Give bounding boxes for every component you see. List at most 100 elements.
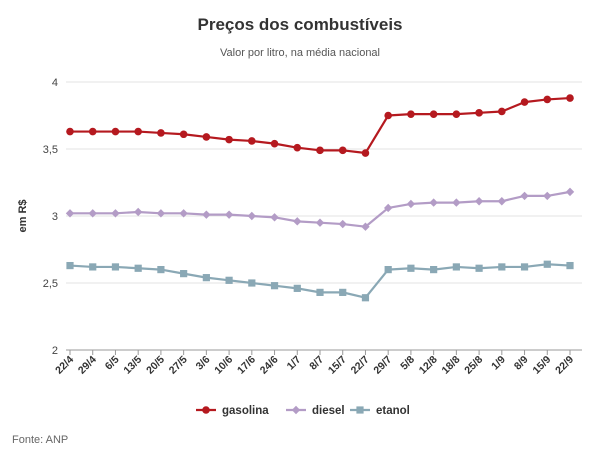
data-point-diesel	[565, 187, 575, 197]
data-point-gasolina	[407, 110, 415, 118]
x-tick-label: 8/7	[307, 354, 326, 373]
y-tick-label: 3	[52, 211, 58, 223]
data-point-diesel	[543, 191, 552, 201]
data-point-gasolina	[316, 146, 324, 155]
data-point-etanol	[543, 260, 551, 268]
data-point-gasolina	[134, 127, 142, 136]
data-point-etanol	[157, 266, 165, 274]
data-point-etanol	[520, 263, 529, 271]
x-tick-label: 15/9	[530, 354, 553, 377]
data-point-etanol	[475, 264, 483, 272]
series-gasolina	[66, 94, 574, 157]
y-axis-ticks: 2 2,5 3 3,5 4	[43, 77, 58, 357]
chart-title: Preços dos combustíveis	[197, 15, 402, 34]
y-tick-label: 2,5	[43, 278, 58, 290]
source-note: Fonte: ANP	[12, 434, 68, 446]
data-point-diesel	[429, 198, 438, 207]
data-point-diesel	[270, 213, 279, 222]
x-tick-label: 24/6	[258, 354, 281, 377]
data-point-etanol	[66, 261, 74, 270]
data-point-etanol	[111, 263, 120, 271]
data-point-gasolina	[157, 129, 165, 137]
legend-item-etanol: etanol	[350, 405, 410, 417]
x-tick-label: 22/7	[349, 354, 372, 377]
x-tick-label: 27/5	[167, 354, 190, 377]
data-point-diesel	[65, 209, 75, 218]
data-point-etanol	[566, 261, 574, 270]
data-point-diesel	[452, 198, 461, 207]
data-point-etanol	[89, 263, 97, 271]
data-point-gasolina	[566, 94, 574, 102]
series-line-gasolina	[70, 96, 571, 155]
data-point-gasolina	[338, 146, 347, 155]
data-point-diesel	[361, 222, 370, 231]
data-point-gasolina	[384, 111, 392, 120]
legend-item-gasolina: gasolina	[196, 405, 269, 417]
data-point-gasolina	[202, 133, 211, 141]
data-point-gasolina	[225, 135, 233, 144]
data-point-diesel	[520, 191, 529, 201]
legend-label: gasolina	[222, 405, 269, 417]
data-point-gasolina	[361, 149, 370, 157]
x-tick-label: 29/7	[371, 354, 394, 377]
series-etanol	[66, 260, 574, 302]
data-point-gasolina	[543, 95, 552, 104]
chart-subtitle: Valor por litro, na média nacional	[220, 47, 380, 59]
data-point-diesel	[315, 218, 325, 227]
data-point-diesel	[338, 219, 347, 229]
data-point-gasolina	[475, 109, 483, 117]
y-tick-label: 2	[52, 345, 58, 357]
y-tick-label: 4	[52, 77, 58, 89]
data-point-etanol	[134, 264, 142, 272]
data-point-diesel	[133, 207, 143, 217]
data-point-diesel	[383, 203, 393, 213]
data-point-etanol	[225, 276, 233, 284]
data-point-diesel	[293, 217, 302, 226]
x-tick-label: 8/9	[512, 354, 531, 373]
data-point-etanol	[498, 263, 506, 271]
x-tick-label: 15/7	[326, 354, 349, 377]
x-tick-label: 6/5	[103, 354, 122, 373]
legend-label: diesel	[312, 405, 345, 417]
x-tick-label: 22/9	[553, 354, 576, 377]
x-tick-label: 18/8	[440, 354, 463, 377]
data-point-gasolina	[66, 127, 74, 136]
x-tick-label: 1/7	[285, 354, 304, 373]
data-point-etanol	[361, 294, 370, 302]
gridlines	[66, 81, 582, 351]
x-tick-label: 5/8	[398, 354, 417, 373]
x-axis-ticks: 22/4 29/4 6/5 13/5 20/5 27/5 3/6 10/6 17/6 24/6 1/…	[53, 349, 582, 377]
data-point-etanol	[384, 266, 392, 274]
data-point-diesel	[111, 209, 120, 218]
data-point-diesel	[202, 210, 211, 219]
data-point-gasolina	[88, 127, 97, 136]
data-point-etanol	[339, 288, 347, 296]
data-point-etanol	[248, 279, 256, 287]
data-point-diesel	[88, 209, 97, 218]
data-point-gasolina	[248, 137, 256, 145]
data-point-etanol	[202, 274, 210, 282]
data-point-diesel	[474, 197, 484, 206]
legend-label: etanol	[376, 405, 410, 417]
legend: gasolina diesel etanol	[196, 405, 410, 417]
x-tick-label: 3/6	[194, 354, 213, 373]
data-point-etanol	[316, 288, 324, 296]
data-point-diesel	[224, 210, 234, 219]
data-point-etanol	[430, 266, 438, 274]
data-point-etanol	[452, 263, 460, 271]
data-point-gasolina	[520, 98, 529, 106]
data-point-diesel	[179, 209, 188, 218]
x-tick-label: 13/5	[121, 354, 144, 377]
data-point-diesel	[497, 197, 507, 206]
data-point-etanol	[293, 284, 301, 292]
x-tick-label: 12/8	[417, 354, 440, 377]
data-point-etanol	[270, 282, 279, 290]
x-tick-label: 1/9	[489, 354, 508, 373]
legend-marker	[202, 406, 210, 414]
x-tick-label: 20/5	[144, 354, 167, 377]
y-axis-label: em R$	[17, 199, 29, 232]
data-point-gasolina	[111, 127, 120, 136]
legend-marker	[356, 406, 364, 414]
